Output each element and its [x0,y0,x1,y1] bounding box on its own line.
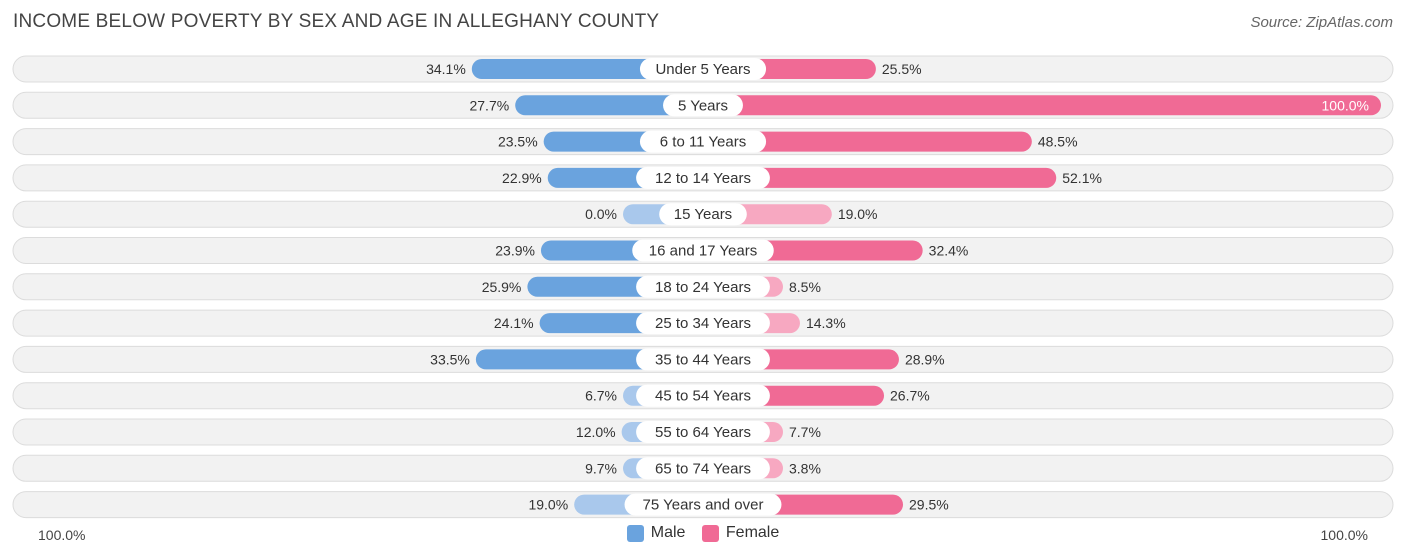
legend-swatch-male [626,524,644,542]
value-label-male-under-5-years: 34.1% [426,61,466,77]
value-label-male-6-to-11-years: 23.5% [498,134,538,150]
category-label-under-5-years: Under 5 Years [655,61,750,78]
value-label-male-18-to-24-years: 25.9% [482,279,522,295]
value-label-female-55-to-64-years: 7.7% [789,424,821,440]
legend-swatch-female [701,524,719,542]
value-label-male-15-years: 0.0% [585,206,617,222]
category-pill-18-to-24-years [636,275,770,298]
category-pill-25-to-34-years [636,312,770,335]
bar-female-6-to-11-years[interactable] [703,131,1032,152]
category-pill-65-to-74-years [636,457,770,480]
value-label-male-45-to-54-years: 6.7% [585,388,617,404]
value-label-male-75-years-and-over: 19.0% [528,497,568,513]
value-label-female-under-5-years: 25.5% [882,61,922,77]
value-label-male-16-and-17-years: 23.9% [495,243,535,259]
category-label-65-to-74-years: 65 to 74 Years [655,460,751,477]
value-label-female-18-to-24-years: 8.5% [789,279,821,295]
value-label-female-5-years: 100.0% [1322,97,1369,113]
value-label-female-65-to-74-years: 3.8% [789,460,821,476]
category-pill-16-and-17-years [632,239,774,262]
category-pill-12-to-14-years [636,166,770,189]
legend-item-male[interactable]: Male [626,524,686,542]
category-pill-75-years-and-over [624,493,782,516]
category-label-75-years-and-over: 75 Years and over [643,497,764,514]
value-label-female-12-to-14-years: 52.1% [1062,170,1102,186]
value-label-male-25-to-34-years: 24.1% [494,315,534,331]
value-label-female-45-to-54-years: 26.7% [890,388,930,404]
category-label-45-to-54-years: 45 to 54 Years [655,388,751,405]
category-label-6-to-11-years: 6 to 11 Years [660,134,746,151]
category-pill-15-years [659,203,747,226]
value-label-female-6-to-11-years: 48.5% [1038,134,1078,150]
category-pill-under-5-years [639,58,767,80]
category-label-15-years: 15 Years [674,206,732,223]
legend-item-female[interactable]: Female [701,524,780,542]
value-label-male-35-to-44-years: 33.5% [430,351,470,367]
axis-left-label: 100.0% [38,527,86,543]
category-pill-6-to-11-years [639,130,767,153]
category-label-12-to-14-years: 12 to 14 Years [655,170,751,187]
category-pill-45-to-54-years [636,384,770,407]
value-label-male-65-to-74-years: 9.7% [585,460,617,476]
diverging-bar-chart: 34.1% 25.5% Under 5 Years 27.7% 100.0% 5 Year… [12,55,1394,519]
legend: Male Female [0,524,1406,547]
legend-label-female: Female [725,524,780,541]
category-label-35-to-44-years: 35 to 44 Years [655,351,751,368]
value-label-male-12-to-14-years: 22.9% [502,170,542,186]
value-label-female-16-and-17-years: 32.4% [929,243,969,259]
category-pill-5-years [663,94,743,117]
bar-female-5-years[interactable] [703,95,1381,116]
bar-male-5-years[interactable] [515,95,703,116]
category-label-5-years: 5 Years [678,97,728,114]
legend-label-male: Male [650,524,686,541]
category-label-25-to-34-years: 25 to 34 Years [655,315,751,332]
category-pill-55-to-64-years [636,421,770,443]
axis-right-label: 100.0% [1320,527,1368,543]
source-label: Source: ZipAtlas.com [1250,14,1393,31]
value-label-female-15-years: 19.0% [838,206,878,222]
value-label-male-55-to-64-years: 12.0% [576,424,616,440]
value-label-female-75-years-and-over: 29.5% [909,497,949,513]
category-pill-35-to-44-years [636,348,770,371]
category-label-16-and-17-years: 16 and 17 Years [649,243,757,260]
value-label-female-35-to-44-years: 28.9% [905,351,945,367]
category-label-18-to-24-years: 18 to 24 Years [655,279,751,296]
bar-female-12-to-14-years[interactable] [703,167,1057,188]
value-label-female-25-to-34-years: 14.3% [806,315,846,331]
value-label-male-5-years: 27.7% [469,97,509,113]
category-label-55-to-64-years: 55 to 64 Years [655,424,751,441]
chart-title: INCOME BELOW POVERTY BY SEX AND AGE IN A… [13,11,660,32]
